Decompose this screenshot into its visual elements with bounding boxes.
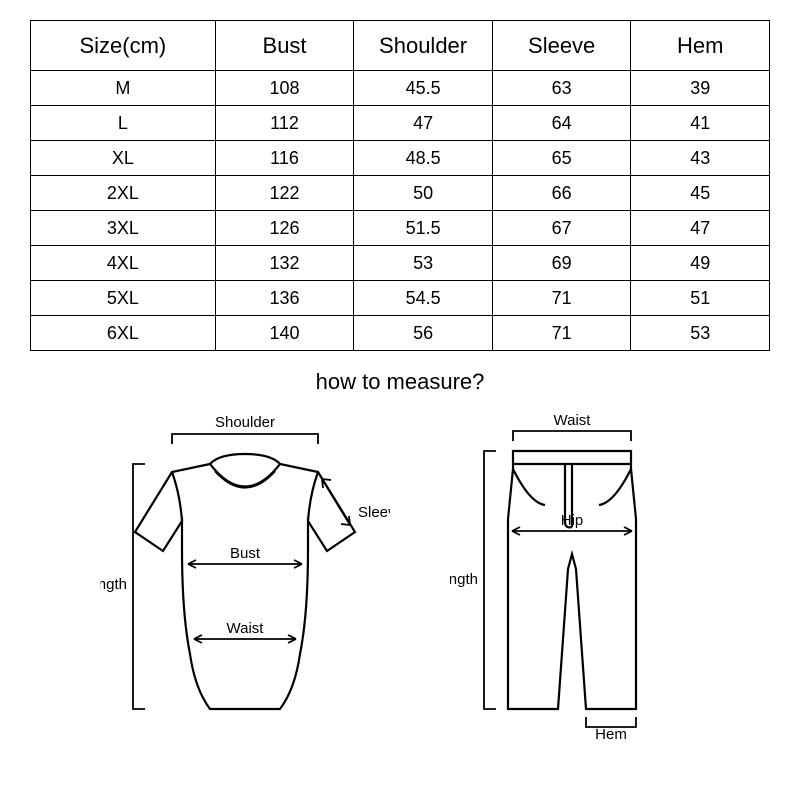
table-row: 2XL122506645: [31, 176, 770, 211]
table-cell: 51: [631, 281, 770, 316]
table-cell: M: [31, 71, 216, 106]
table-cell: 49: [631, 246, 770, 281]
shirt-shoulder-label: Shoulder: [215, 414, 275, 431]
table-row: 3XL12651.56747: [31, 211, 770, 246]
table-cell: 63: [492, 71, 631, 106]
size-table: Size(cm) Bust Shoulder Sleeve Hem M10845…: [30, 20, 770, 351]
table-body: M10845.56339L112476441XL11648.565432XL12…: [31, 71, 770, 351]
table-cell: 54.5: [354, 281, 493, 316]
table-cell: 45.5: [354, 71, 493, 106]
table-cell: 56: [354, 316, 493, 351]
table-cell: 41: [631, 106, 770, 141]
pants-waist-label: Waist: [554, 412, 592, 429]
table-cell: 47: [631, 211, 770, 246]
table-cell: 140: [215, 316, 354, 351]
table-cell: 67: [492, 211, 631, 246]
table-cell: 108: [215, 71, 354, 106]
table-cell: 136: [215, 281, 354, 316]
table-cell: 66: [492, 176, 631, 211]
table-cell: 53: [354, 246, 493, 281]
table-cell: XL: [31, 141, 216, 176]
col-header-hem: Hem: [631, 21, 770, 71]
table-cell: 5XL: [31, 281, 216, 316]
table-cell: 51.5: [354, 211, 493, 246]
table-cell: 47: [354, 106, 493, 141]
col-header-sleeve: Sleeve: [492, 21, 631, 71]
table-cell: 6XL: [31, 316, 216, 351]
table-cell: 4XL: [31, 246, 216, 281]
pants-diagram: Waist Hip Length Hem: [450, 409, 700, 739]
table-cell: 126: [215, 211, 354, 246]
pants-hem-label: Hem: [595, 726, 627, 739]
table-cell: 112: [215, 106, 354, 141]
pants-length-label: Length: [450, 571, 478, 588]
measure-title: how to measure?: [30, 369, 770, 395]
table-row: XL11648.56543: [31, 141, 770, 176]
table-cell: 48.5: [354, 141, 493, 176]
table-cell: 69: [492, 246, 631, 281]
table-cell: 132: [215, 246, 354, 281]
table-cell: 2XL: [31, 176, 216, 211]
diagrams: Shoulder Bust Waist Length Sleeve: [30, 409, 770, 739]
table-cell: 3XL: [31, 211, 216, 246]
table-cell: L: [31, 106, 216, 141]
shirt-length-label: Length: [100, 576, 127, 593]
table-row: L112476441: [31, 106, 770, 141]
shirt-sleeve-label: Sleeve: [358, 504, 390, 521]
table-row: 5XL13654.57151: [31, 281, 770, 316]
pants-hip-label: Hip: [561, 512, 584, 529]
table-row: 6XL140567153: [31, 316, 770, 351]
table-cell: 50: [354, 176, 493, 211]
table-cell: 116: [215, 141, 354, 176]
table-cell: 71: [492, 316, 631, 351]
table-cell: 43: [631, 141, 770, 176]
table-header-row: Size(cm) Bust Shoulder Sleeve Hem: [31, 21, 770, 71]
table-cell: 64: [492, 106, 631, 141]
shirt-bust-label: Bust: [230, 545, 261, 562]
col-header-shoulder: Shoulder: [354, 21, 493, 71]
table-row: M10845.56339: [31, 71, 770, 106]
table-row: 4XL132536949: [31, 246, 770, 281]
table-cell: 65: [492, 141, 631, 176]
table-cell: 71: [492, 281, 631, 316]
table-cell: 53: [631, 316, 770, 351]
shirt-diagram: Shoulder Bust Waist Length Sleeve: [100, 409, 390, 729]
table-cell: 39: [631, 71, 770, 106]
table-cell: 122: [215, 176, 354, 211]
table-cell: 45: [631, 176, 770, 211]
shirt-waist-label: Waist: [227, 620, 265, 637]
col-header-size: Size(cm): [31, 21, 216, 71]
col-header-bust: Bust: [215, 21, 354, 71]
